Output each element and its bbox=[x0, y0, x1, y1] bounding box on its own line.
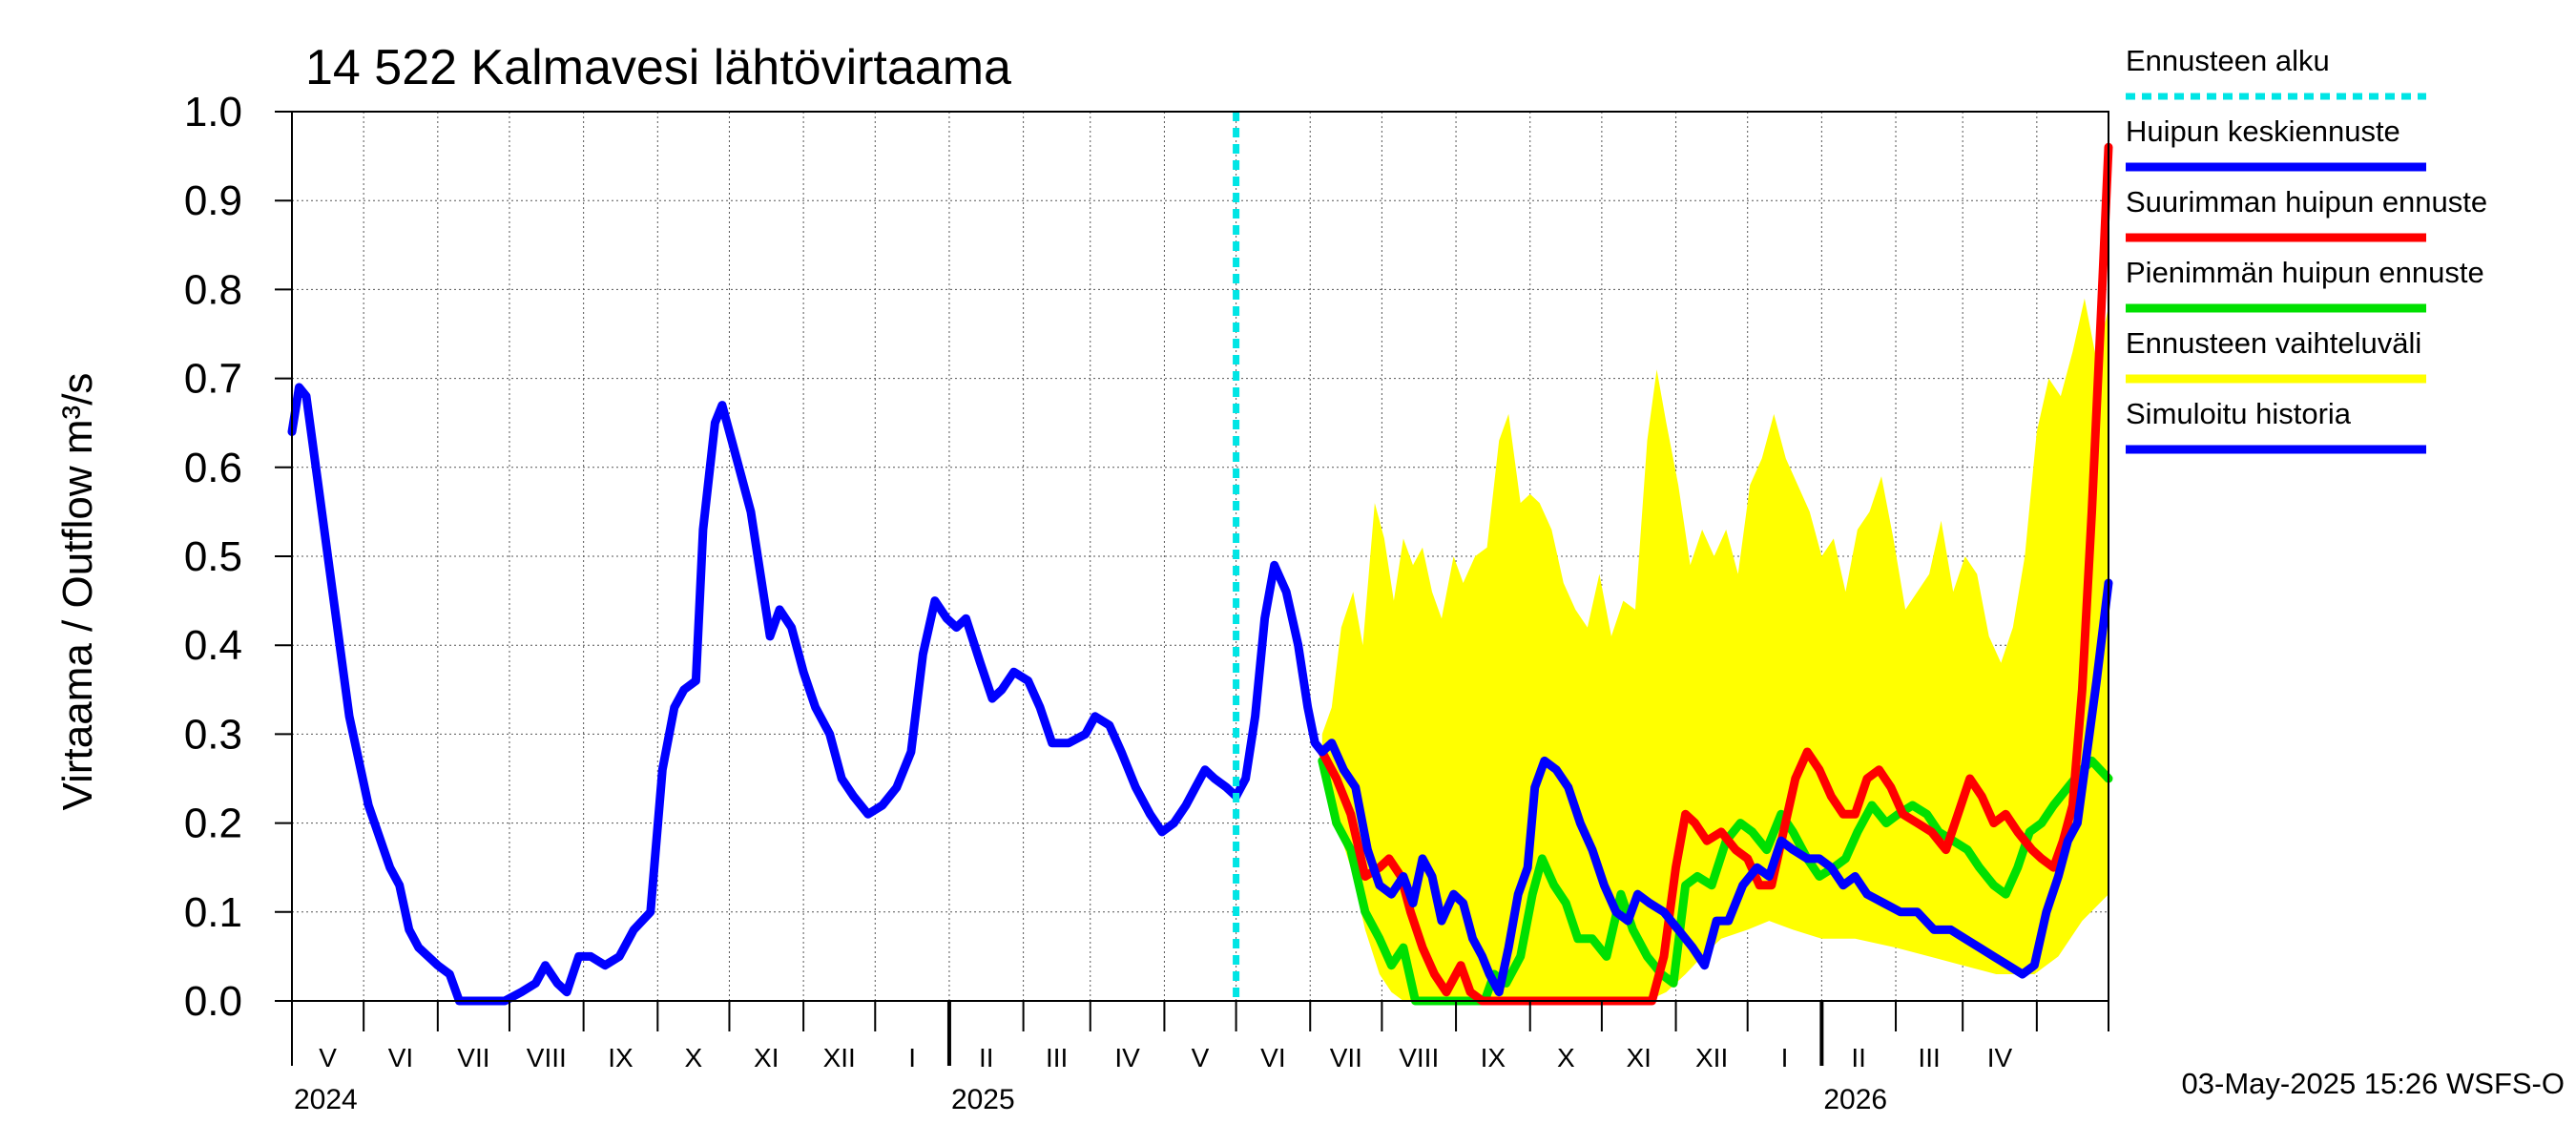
x-month-label: I bbox=[908, 1043, 916, 1072]
legend-label-range: Ennusteen vaihteluväli bbox=[2126, 326, 2421, 360]
timestamp-footer: 03-May-2025 15:26 WSFS-O bbox=[2182, 1067, 2565, 1100]
median-peak-line bbox=[1318, 578, 2113, 997]
x-month-label: X bbox=[1557, 1043, 1575, 1072]
x-month-label: IX bbox=[608, 1043, 634, 1072]
x-month-label: III bbox=[1918, 1043, 1940, 1072]
x-month-label: VII bbox=[457, 1043, 489, 1072]
legend-label-history: Simuloitu historia bbox=[2126, 397, 2352, 430]
x-month-label: XI bbox=[754, 1043, 779, 1072]
x-month-label: II bbox=[1851, 1043, 1866, 1072]
x-month-label: XI bbox=[1626, 1043, 1651, 1072]
history-line bbox=[287, 383, 1327, 1006]
y-axis-label: Virtaama / Outflow m³/s bbox=[54, 373, 101, 811]
x-month-label: III bbox=[1046, 1043, 1068, 1072]
x-year-label: 2026 bbox=[1823, 1084, 1887, 1115]
plot-area: 0.00.10.20.30.40.50.60.70.80.91.0V VI VII V… bbox=[184, 89, 2113, 1115]
x-year-label: 2024 bbox=[294, 1084, 358, 1115]
forecast-range-band bbox=[1321, 298, 2109, 1001]
x-month-label: XII bbox=[823, 1043, 856, 1072]
x-year-label: 2025 bbox=[951, 1084, 1015, 1115]
x-month-label: IX bbox=[1481, 1043, 1506, 1072]
y-tick-label: 0.9 bbox=[184, 177, 242, 224]
x-month-label: II bbox=[979, 1043, 994, 1072]
y-tick-label: 0.7 bbox=[184, 356, 242, 403]
x-month-label: VIII bbox=[527, 1043, 567, 1072]
chart-title: 14 522 Kalmavesi lähtövirtaama bbox=[305, 40, 1011, 95]
x-month-label: X bbox=[685, 1043, 703, 1072]
y-tick-label: 1.0 bbox=[184, 89, 242, 135]
x-month-label: V bbox=[1192, 1043, 1210, 1072]
min-peak-line bbox=[1318, 756, 2113, 1006]
y-tick-label: 0.3 bbox=[184, 711, 242, 758]
max-peak-line bbox=[1318, 142, 2113, 1006]
y-tick-label: 0.0 bbox=[184, 978, 242, 1025]
x-month-label: XII bbox=[1695, 1043, 1728, 1072]
x-month-label: V bbox=[319, 1043, 337, 1072]
legend-label-median-peak: Huipun keskiennuste bbox=[2126, 114, 2400, 148]
y-tick-label: 0.4 bbox=[184, 622, 242, 669]
legend: Ennusteen alku Huipun keskiennuste Suurimm… bbox=[2126, 44, 2487, 454]
y-tick-label: 0.2 bbox=[184, 801, 242, 847]
x-month-label: IV bbox=[1987, 1043, 2013, 1072]
x-month-label: VIII bbox=[1399, 1043, 1439, 1072]
x-month-label: VI bbox=[388, 1043, 413, 1072]
legend-label-forecast-start: Ennusteen alku bbox=[2126, 44, 2330, 77]
x-month-label: VII bbox=[1330, 1043, 1362, 1072]
x-month-label: I bbox=[1781, 1043, 1789, 1072]
x-month-label: VI bbox=[1260, 1043, 1285, 1072]
legend-label-max-peak: Suurimman huipun ennuste bbox=[2126, 185, 2487, 219]
y-tick-label: 0.5 bbox=[184, 533, 242, 580]
y-tick-label: 0.6 bbox=[184, 445, 242, 491]
legend-label-min-peak: Pienimmän huipun ennuste bbox=[2126, 256, 2484, 289]
y-tick-label: 0.1 bbox=[184, 889, 242, 936]
y-tick-label: 0.8 bbox=[184, 266, 242, 313]
x-month-label: IV bbox=[1114, 1043, 1140, 1072]
